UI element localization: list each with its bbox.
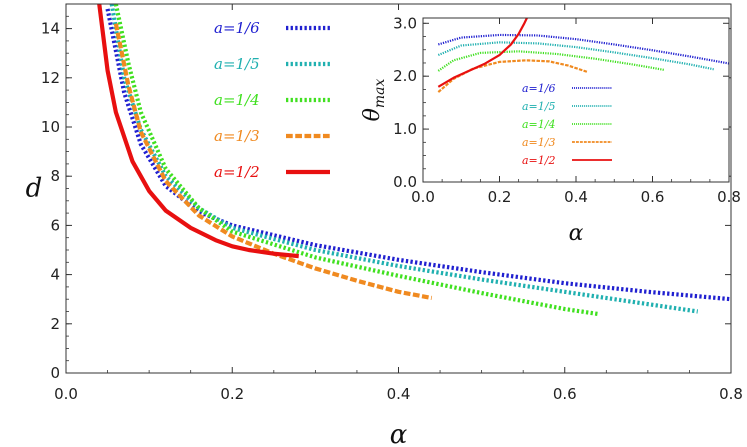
- y-tick-label: 3.0: [393, 14, 417, 32]
- series-line-a-1-5: [109, 4, 699, 314]
- x-tick-label: 0.4: [564, 188, 588, 206]
- x-tick-label: 0.4: [387, 385, 411, 403]
- legend-label: a=1/3: [522, 136, 555, 149]
- x-tick-label: 0.2: [488, 188, 512, 206]
- x-tick-label: 0.0: [411, 188, 435, 206]
- x-tick-label: 0.0: [54, 385, 78, 403]
- legend-label: a=1/6: [522, 82, 555, 95]
- x-tick-label: 0.8: [719, 385, 743, 403]
- legend-label: a=1/2: [522, 154, 555, 167]
- legend-label: a=1/5: [214, 55, 260, 73]
- legend-label: a=1/4: [214, 91, 260, 109]
- y-tick-label: 1.0: [393, 120, 417, 138]
- inset-background: [423, 18, 729, 182]
- x-tick-label: 0.6: [553, 385, 577, 403]
- series-line-a-1-4: [437, 50, 665, 72]
- series-line-a-1-6: [105, 8, 731, 302]
- legend-label: a=1/3: [214, 127, 260, 145]
- x-tick-label: 0.8: [717, 188, 741, 206]
- y-tick-label: 4: [50, 266, 60, 284]
- y-axis-label: d: [26, 174, 43, 204]
- legend-label: a=1/6: [214, 19, 260, 37]
- x-tick-label: 0.2: [220, 385, 244, 403]
- inset-legend: a=1/6 a=1/5 a=1/4 a=1/3 a=1/2: [522, 82, 612, 167]
- legend-label: a=1/2: [214, 163, 260, 181]
- y-tick-label: 6: [50, 216, 60, 234]
- series-line-a-1-2: [437, 18, 529, 88]
- y-tick-label: 8: [50, 167, 60, 185]
- series-line-a-1-3: [113, 23, 433, 301]
- legend-label: a=1/5: [522, 100, 555, 113]
- series-line-a-1-4: [113, 4, 599, 317]
- y-tick-label: 14: [41, 20, 60, 38]
- series-line-a-1-3: [437, 59, 588, 93]
- series-line-a-1-2: [97, 4, 299, 259]
- y-tick-label: 2.0: [393, 67, 417, 85]
- series-line-a-1-6: [437, 33, 729, 65]
- legend-label: a=1/4: [522, 118, 555, 131]
- y-tick-label: 2: [50, 315, 60, 333]
- x-axis-label: α: [569, 221, 584, 246]
- y-tick-label: 12: [41, 69, 60, 87]
- y-tick-label: 0: [50, 364, 60, 382]
- x-tick-label: 0.6: [641, 188, 665, 206]
- series-line-a-1-5: [437, 41, 714, 71]
- y-axis-label: θmax: [360, 79, 388, 122]
- y-tick-label: 10: [41, 118, 60, 136]
- y-tick-label: 0.0: [393, 173, 417, 191]
- x-axis-label: α: [390, 420, 408, 447]
- main-plot: 0.0 0.2 0.4 0.6 0.802468101214αda=1/6a=1/5a=…: [26, 3, 743, 447]
- main-legend: a=1/6 a=1/5 a=1/4 a=1/3 a=1/2: [214, 19, 330, 181]
